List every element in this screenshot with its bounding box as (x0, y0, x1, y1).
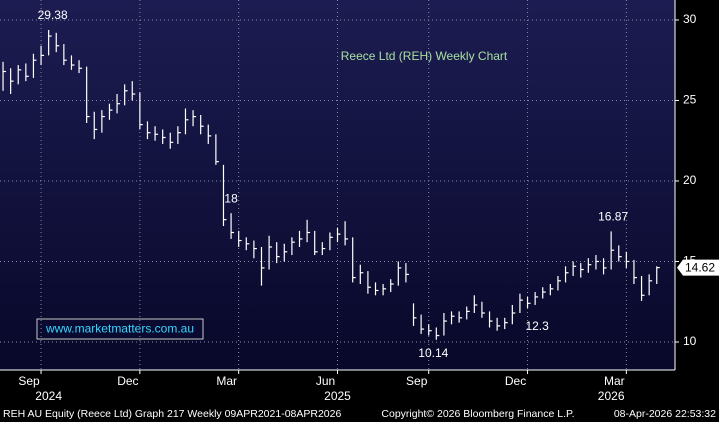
data-label: 18 (224, 191, 238, 205)
watermark: www.marketmatters.com.au (45, 322, 194, 336)
year-label: 2026 (598, 389, 625, 403)
last-price-box (677, 259, 719, 276)
footer-center: Copyright© 2026 Bloomberg Finance L.P. (381, 408, 574, 420)
x-tick-label: Dec (505, 374, 526, 388)
x-tick-label: Mar (604, 374, 625, 388)
data-label: 16.87 (598, 210, 628, 224)
data-label: 12.3 (525, 319, 549, 333)
x-tick-label: Dec (117, 374, 138, 388)
y-tick-label: 30 (683, 12, 697, 26)
y-tick-label: 10 (683, 334, 697, 348)
x-tick-label: Mar (216, 374, 237, 388)
y-tick-label: 25 (683, 93, 697, 107)
year-label: 2024 (35, 389, 62, 403)
last-price-label: 14.62 (685, 260, 715, 274)
y-tick-label: 20 (683, 173, 697, 187)
footer-left: REH AU Equity (Reece Ltd) Graph 217 Week… (3, 408, 341, 420)
x-tick-label: Jun (316, 374, 335, 388)
year-label: 2025 (324, 389, 351, 403)
watermark-box (36, 318, 204, 340)
data-label: 29.38 (38, 8, 68, 22)
footer-right: 08-Apr-2026 22:53:32 (614, 408, 716, 420)
x-tick-label: Sep (406, 374, 428, 388)
x-tick-label: Sep (18, 374, 40, 388)
chart-title: Reece Ltd (REH) Weekly Chart (341, 49, 508, 63)
data-label: 10.14 (418, 346, 448, 360)
footer (0, 405, 719, 422)
